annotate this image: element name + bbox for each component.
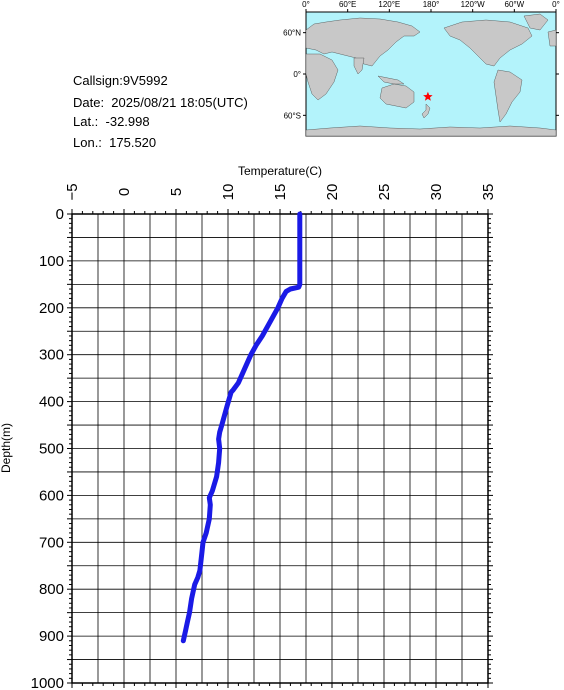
- x-tick-label: 20: [324, 184, 341, 201]
- x-axis-title: Temperature(C): [238, 164, 322, 178]
- land-india: [353, 57, 365, 75]
- x-tick-label: −5: [64, 183, 81, 200]
- x-tick-label: 5: [168, 188, 185, 196]
- map-longitude-labels: 0° 60°E 120°E 180° 120°W 60°W 0°: [302, 0, 560, 9]
- land-new-zealand: [421, 103, 431, 119]
- y-axis-title: Depth(m): [0, 423, 13, 473]
- y-tick-label: 900: [39, 628, 64, 645]
- land-south-america: [493, 69, 523, 123]
- x-tick-label: 0: [116, 188, 133, 196]
- date-text: Date: 2025/08/21 18:05(UTC): [73, 95, 248, 110]
- map-lon-label: 0°: [302, 0, 310, 9]
- plot-grid: [72, 214, 488, 683]
- land-eurasia: [305, 17, 421, 67]
- y-tick-label: 1000: [31, 675, 64, 690]
- map-lon-label: 0°: [552, 0, 560, 9]
- map-latitude-labels: 60°N 0° 60°S: [283, 29, 301, 121]
- map-landmasses: [305, 13, 557, 137]
- map-lon-label: 60°W: [505, 0, 525, 9]
- map-lon-label: 180°: [423, 0, 440, 9]
- x-tick-label: 10: [220, 184, 237, 201]
- x-tick-label: 30: [428, 184, 445, 201]
- y-axis-tick-labels: 0 100 200 300 400 500 600 700 800 900 1000: [31, 206, 64, 690]
- land-indonesia: [377, 75, 405, 85]
- x-tick-label: 35: [480, 184, 497, 201]
- x-tick-label: 25: [376, 184, 393, 201]
- callsign-text: Callsign:9V5992: [73, 73, 168, 88]
- map-lat-label: 60°N: [283, 29, 301, 38]
- map-lon-label: 120°E: [378, 0, 400, 9]
- land-africa: [305, 53, 339, 101]
- land-greenland: [523, 13, 549, 31]
- land-antarctica: [305, 125, 557, 137]
- longitude-text: Lon.: 175.520: [73, 135, 157, 150]
- map-tick-marks: [303, 9, 559, 116]
- y-tick-label: 0: [56, 206, 64, 223]
- land-north-america: [443, 19, 533, 67]
- land-europe-east-edge: [547, 29, 557, 47]
- latitude-text: Lat.: -32.998: [73, 114, 150, 129]
- temperature-depth-plot: −5 0 5 10 15 20 25 30 35 01002003004005006007008…: [0, 164, 497, 690]
- y-tick-label: 700: [39, 534, 64, 551]
- y-tick-label: 800: [39, 581, 64, 598]
- y-tick-label: 400: [39, 394, 64, 411]
- map-lat-label: 60°S: [284, 111, 301, 120]
- temperature-profile-line: [180, 211, 303, 644]
- x-tick-label: 15: [272, 184, 289, 201]
- y-axis-ticks: [67, 213, 493, 684]
- map-lat-label: 0°: [293, 70, 301, 79]
- map-lon-label: 120°W: [461, 0, 486, 9]
- map-lon-label: 60°E: [339, 0, 356, 9]
- y-tick-label: 500: [39, 441, 64, 458]
- location-star-marker: [423, 91, 433, 101]
- x-axis-tick-labels: −5 0 5 10 15 20 25 30 35: [64, 183, 497, 200]
- world-map: 0° 60°E 120°E 180° 120°W 60°W 0° 60°N 0° 60°S: [283, 0, 560, 137]
- y-tick-label: 300: [39, 347, 64, 364]
- y-tick-label: 200: [39, 300, 64, 317]
- y-tick-label: 600: [39, 487, 64, 504]
- y-tick-label: 100: [39, 253, 64, 270]
- land-australia: [379, 83, 415, 109]
